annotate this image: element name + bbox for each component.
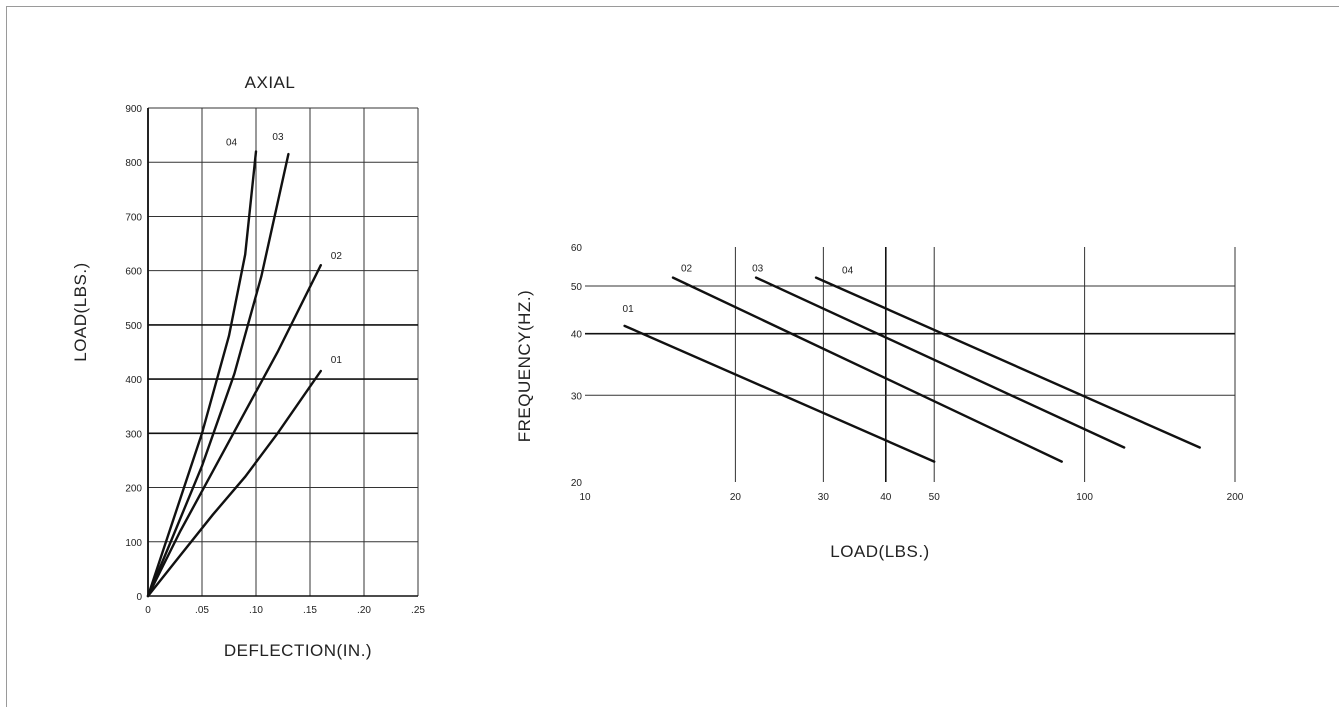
axial-y-tick-label: 300 [125,429,142,440]
freq-series-line-03 [754,276,1126,449]
axial-series-label-02: 02 [331,251,343,262]
freq-series-line-02 [671,276,1063,463]
axial-x-tick-label: .25 [411,605,425,616]
axial-series-label-01: 01 [331,355,343,366]
axial-x-tick-label: .10 [249,605,263,616]
axial-x-tick-label: .05 [195,605,209,616]
figure-frame [6,6,1339,707]
freq-series-label-02: 02 [681,264,693,275]
axial-series-line-04 [146,150,258,598]
axial-series-label-04: 04 [226,137,238,148]
axial-x-tick-label: .20 [357,605,371,616]
axial-y-tick-label: 400 [125,375,142,386]
axial-y-tick-label: 500 [125,321,142,332]
freq-x-tick-label: 40 [880,492,892,503]
freq-x-tick-label: 100 [1076,492,1093,503]
freq-x-tick-label: 50 [929,492,941,503]
axial-y-tick-label: 100 [125,538,142,549]
freq-x-tick-label: 10 [579,492,591,503]
axial-y-tick-label: 800 [125,158,142,169]
freq-x-tick-label: 20 [730,492,742,503]
freq-y-tick-label: 20 [571,478,583,489]
freq-y-tick-label: 60 [571,243,583,254]
axial-y-axis-label: LOAD(LBS.) [71,262,90,361]
freq-series-label-03: 03 [752,264,764,275]
axial-x-tick-label: .15 [303,605,317,616]
freq-series-line-01 [623,324,936,463]
freq-y-axis-label: FREQUENCY(HZ.) [515,290,534,442]
axial-y-tick-label: 600 [125,267,142,278]
freq-series-line-04 [814,276,1201,449]
axial-y-tick-label: 200 [125,484,142,495]
freq-x-tick-label: 200 [1227,492,1244,503]
axial-y-tick-label: 900 [125,104,142,115]
axial-series-label-03: 03 [272,132,284,143]
axial-y-tick-label: 0 [136,592,142,603]
freq-series-label-04: 04 [842,266,854,277]
axial-x-tick-label: 0 [145,605,151,616]
freq-series-label-01: 01 [623,304,635,315]
axial-series-line-02 [146,264,322,598]
freq-x-tick-label: 30 [818,492,830,503]
axial-title: AXIAL [245,73,296,92]
freq-x-axis-label: LOAD(LBS.) [830,542,929,561]
axial-series-line-01 [146,369,322,598]
freq-y-tick-label: 30 [571,391,583,402]
axial-series-line-03 [146,152,290,598]
freq-y-tick-label: 40 [571,330,583,341]
axial-x-axis-label: DEFLECTION(IN.) [224,641,372,660]
freq-y-tick-label: 50 [571,282,583,293]
axial-y-tick-label: 700 [125,212,142,223]
